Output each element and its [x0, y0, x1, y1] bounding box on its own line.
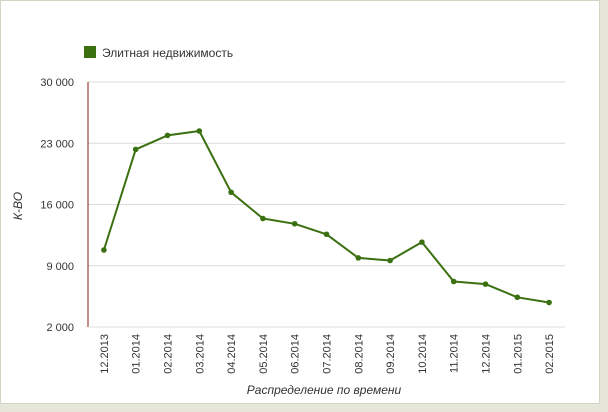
data-point[interactable] [355, 255, 362, 261]
y-axis-title: К-ВО [11, 192, 25, 220]
data-point[interactable] [546, 299, 552, 306]
x-tick-label: 03.2014 [194, 334, 206, 374]
series-line [102, 130, 550, 304]
data-point[interactable] [419, 239, 425, 245]
grid-lines [88, 81, 565, 328]
chart-frame [0, 0, 600, 404]
y-tick-label: 23 000 [40, 138, 74, 150]
data-point[interactable] [260, 215, 266, 222]
x-tick-label: 08.2014 [353, 334, 365, 374]
x-tick-label: 01.2014 [131, 334, 143, 374]
series-group [101, 128, 552, 306]
data-point[interactable] [132, 146, 139, 153]
x-axis-title: Распределение по времени [247, 383, 402, 397]
x-tick-label: 06.2014 [290, 334, 302, 374]
x-tick-label: 02.2014 [163, 334, 175, 374]
data-point[interactable] [387, 257, 393, 264]
data-point[interactable] [291, 220, 298, 227]
y-tick-labels: 2 000 9 000 16 000 23 000 30 000 [40, 77, 74, 334]
data-point[interactable] [450, 278, 457, 285]
x-tick-label: 01.2015 [512, 334, 524, 374]
data-point[interactable] [514, 294, 521, 301]
data-point[interactable] [482, 281, 489, 287]
x-tick-label: 10.2014 [417, 334, 429, 374]
data-point[interactable] [196, 128, 203, 134]
data-point[interactable] [164, 132, 171, 139]
x-tick-label: 07.2014 [322, 334, 334, 374]
legend-swatch [84, 46, 96, 58]
x-tick-label: 11.2014 [449, 334, 461, 373]
x-tick-labels: 12.2013 01.2014 02.2014 03.2014 04.2014 05.20… [99, 334, 556, 374]
x-tick-label: 09.2014 [385, 334, 397, 374]
y-tick-label: 9 000 [46, 261, 74, 273]
data-point[interactable] [323, 231, 330, 238]
x-tick-label: 05.2014 [258, 334, 270, 374]
y-tick-label: 30 000 [40, 77, 74, 89]
legend[interactable]: Элитная недвижимость [84, 46, 233, 60]
data-point[interactable] [228, 189, 234, 196]
x-tick-label: 12.2013 [99, 334, 111, 374]
x-tick-label: 02.2015 [544, 334, 556, 374]
y-tick-label: 16 000 [40, 200, 74, 212]
legend-label: Элитная недвижимость [102, 46, 233, 60]
y-tick-label: 2 000 [46, 322, 74, 334]
x-tick-label: 12.2014 [481, 334, 493, 374]
data-point[interactable] [101, 247, 107, 253]
x-tick-label: 04.2014 [226, 334, 238, 374]
